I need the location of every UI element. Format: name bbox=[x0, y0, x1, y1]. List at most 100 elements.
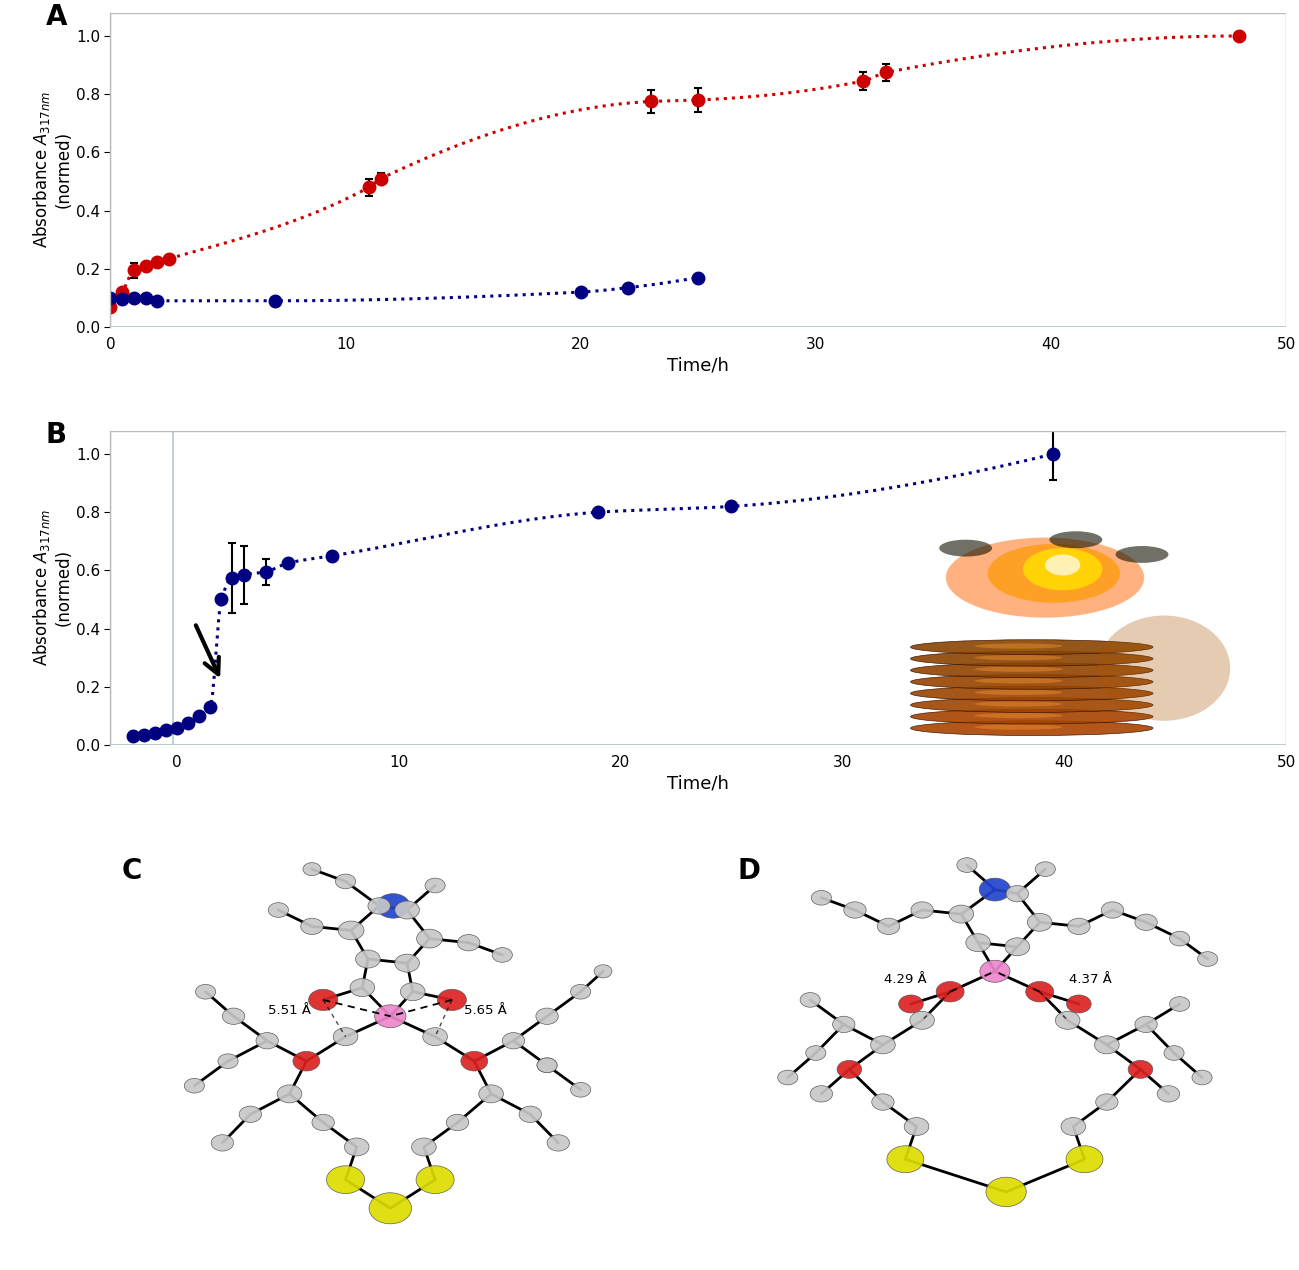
Circle shape bbox=[326, 1166, 365, 1194]
Circle shape bbox=[979, 878, 1011, 900]
Circle shape bbox=[395, 954, 420, 972]
Circle shape bbox=[965, 933, 990, 951]
Circle shape bbox=[904, 1118, 929, 1135]
Circle shape bbox=[899, 994, 924, 1013]
Circle shape bbox=[1095, 1093, 1118, 1110]
Circle shape bbox=[1066, 1146, 1103, 1172]
Circle shape bbox=[1007, 885, 1029, 902]
Circle shape bbox=[301, 918, 323, 935]
Text: A: A bbox=[45, 4, 68, 32]
Circle shape bbox=[778, 1071, 798, 1085]
Circle shape bbox=[1135, 1016, 1157, 1033]
Circle shape bbox=[1095, 1036, 1120, 1054]
Text: 5.51 Å: 5.51 Å bbox=[268, 1003, 310, 1016]
Circle shape bbox=[303, 862, 321, 876]
Circle shape bbox=[1035, 862, 1055, 876]
Circle shape bbox=[368, 898, 390, 914]
Circle shape bbox=[800, 993, 820, 1007]
Circle shape bbox=[457, 935, 479, 951]
Circle shape bbox=[503, 1033, 525, 1049]
Circle shape bbox=[837, 1060, 861, 1078]
Circle shape bbox=[412, 1138, 436, 1156]
Circle shape bbox=[196, 984, 216, 999]
Circle shape bbox=[877, 918, 900, 935]
Circle shape bbox=[422, 1027, 447, 1045]
Circle shape bbox=[812, 890, 831, 906]
Circle shape bbox=[1066, 994, 1091, 1013]
Circle shape bbox=[417, 930, 443, 947]
Circle shape bbox=[805, 1045, 826, 1060]
Circle shape bbox=[1102, 902, 1124, 918]
Text: 5.65 Å: 5.65 Å bbox=[464, 1003, 507, 1016]
Circle shape bbox=[570, 984, 591, 999]
Y-axis label: Absorbance $A_{317nm}$
(normed): Absorbance $A_{317nm}$ (normed) bbox=[31, 509, 73, 667]
Circle shape bbox=[1164, 1045, 1185, 1060]
Circle shape bbox=[425, 878, 446, 893]
Circle shape bbox=[344, 1138, 369, 1156]
Circle shape bbox=[222, 1008, 244, 1025]
Circle shape bbox=[520, 1106, 542, 1123]
Text: C: C bbox=[122, 857, 142, 885]
X-axis label: Time/h: Time/h bbox=[668, 775, 729, 792]
Circle shape bbox=[872, 1093, 894, 1110]
Circle shape bbox=[292, 1052, 320, 1071]
Circle shape bbox=[887, 1146, 924, 1172]
Circle shape bbox=[269, 903, 288, 917]
Circle shape bbox=[277, 1085, 301, 1102]
Circle shape bbox=[335, 874, 356, 889]
Circle shape bbox=[1068, 918, 1090, 935]
Circle shape bbox=[937, 982, 964, 1002]
Circle shape bbox=[438, 989, 466, 1011]
Text: 4.29 Å: 4.29 Å bbox=[885, 973, 926, 986]
Circle shape bbox=[536, 1058, 557, 1073]
Circle shape bbox=[1135, 914, 1157, 931]
Circle shape bbox=[218, 1054, 238, 1068]
Circle shape bbox=[239, 1106, 261, 1123]
Circle shape bbox=[909, 1011, 934, 1029]
Circle shape bbox=[447, 1114, 469, 1130]
Text: B: B bbox=[45, 422, 66, 450]
Circle shape bbox=[416, 1166, 455, 1194]
Circle shape bbox=[833, 1016, 855, 1033]
Circle shape bbox=[547, 1134, 569, 1151]
Circle shape bbox=[356, 950, 381, 968]
Circle shape bbox=[1005, 937, 1030, 956]
Circle shape bbox=[369, 1193, 412, 1224]
Circle shape bbox=[1169, 931, 1190, 946]
Circle shape bbox=[1198, 951, 1217, 966]
Circle shape bbox=[256, 1033, 278, 1049]
Circle shape bbox=[986, 1177, 1026, 1206]
Circle shape bbox=[979, 960, 1011, 982]
Circle shape bbox=[1169, 997, 1190, 1011]
Circle shape bbox=[400, 983, 425, 1001]
Text: 4.37 Å: 4.37 Å bbox=[1069, 973, 1112, 986]
Circle shape bbox=[395, 900, 420, 919]
Circle shape bbox=[950, 906, 974, 923]
Circle shape bbox=[1061, 1118, 1086, 1135]
Circle shape bbox=[957, 857, 977, 872]
Circle shape bbox=[911, 902, 933, 918]
Circle shape bbox=[479, 1085, 504, 1102]
Circle shape bbox=[1128, 1060, 1152, 1078]
Circle shape bbox=[377, 894, 410, 918]
Circle shape bbox=[312, 1114, 334, 1130]
Circle shape bbox=[309, 989, 338, 1011]
Circle shape bbox=[334, 1027, 357, 1045]
Circle shape bbox=[536, 1058, 557, 1073]
X-axis label: Time/h: Time/h bbox=[668, 357, 729, 375]
Circle shape bbox=[594, 965, 612, 978]
Circle shape bbox=[870, 1036, 895, 1054]
Circle shape bbox=[212, 1134, 234, 1151]
Circle shape bbox=[570, 1082, 591, 1097]
Circle shape bbox=[461, 1052, 487, 1071]
Y-axis label: Absorbance $A_{317nm}$
(normed): Absorbance $A_{317nm}$ (normed) bbox=[31, 91, 73, 249]
Circle shape bbox=[1192, 1071, 1212, 1085]
Circle shape bbox=[1028, 913, 1052, 931]
Circle shape bbox=[349, 979, 374, 997]
Circle shape bbox=[1157, 1086, 1179, 1102]
Circle shape bbox=[492, 947, 512, 963]
Circle shape bbox=[1026, 982, 1053, 1002]
Circle shape bbox=[844, 902, 866, 918]
Circle shape bbox=[374, 1005, 407, 1027]
Circle shape bbox=[811, 1086, 833, 1102]
